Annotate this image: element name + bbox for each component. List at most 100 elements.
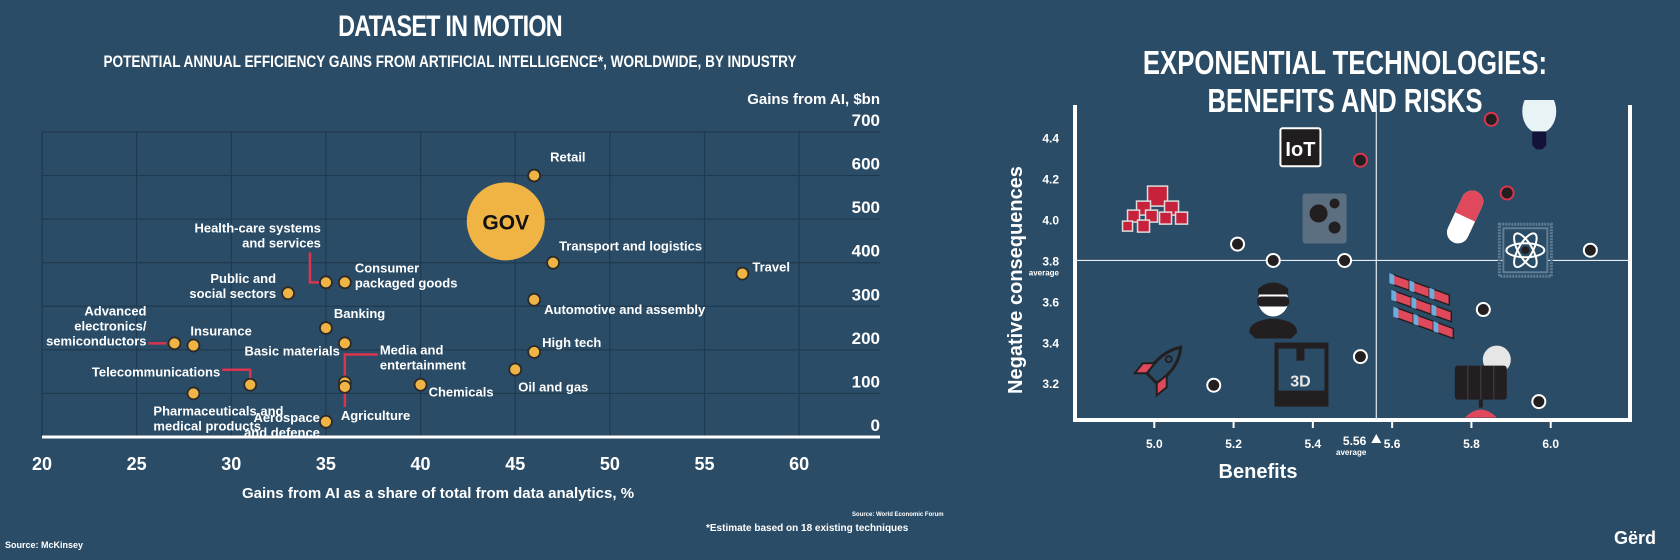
technology-point[interactable] bbox=[1483, 111, 1499, 127]
x-axis-label: Benefits bbox=[1219, 461, 1298, 483]
y-tick-label: 3.2 bbox=[1042, 377, 1059, 391]
y-tick-label: 400 bbox=[852, 242, 880, 261]
leader-line bbox=[343, 353, 378, 377]
y-tick-label: 700 bbox=[852, 111, 880, 130]
material-cubes-icon bbox=[1389, 273, 1455, 340]
svg-text:3D: 3D bbox=[1290, 374, 1310, 391]
y-tick-label: 200 bbox=[852, 329, 880, 348]
point-label: Consumer packaged goods bbox=[355, 260, 458, 290]
y-tick-label: 4.2 bbox=[1042, 173, 1059, 187]
point-label: Oil and gas bbox=[518, 379, 588, 394]
point-label: Public and social sectors bbox=[189, 271, 276, 301]
data-point[interactable] bbox=[413, 377, 428, 392]
y-tick-label: 0 bbox=[871, 416, 880, 435]
data-point[interactable] bbox=[527, 168, 542, 183]
x-tick-label: 25 bbox=[127, 454, 147, 474]
technology-point[interactable] bbox=[1475, 302, 1491, 318]
x-tick-label: 45 bbox=[505, 454, 525, 474]
y-axis-label: Negative consequences bbox=[1005, 166, 1027, 394]
iot-chip-icon: IoT bbox=[1279, 127, 1322, 168]
point-label: Pharmaceuticals and medical products bbox=[153, 403, 283, 433]
data-point[interactable] bbox=[527, 292, 542, 307]
technology-point[interactable] bbox=[1230, 236, 1246, 252]
industry-ai-gains-chart: 20 25 30 35 40 45 50 55 600100200300400500600700… bbox=[32, 91, 880, 502]
gov-bubble bbox=[466, 182, 545, 261]
data-point[interactable] bbox=[508, 362, 523, 377]
x-tick-label: 5.2 bbox=[1225, 437, 1242, 451]
data-point[interactable] bbox=[167, 336, 182, 351]
plot-frame bbox=[1073, 105, 1632, 422]
point-label: Media and entertainment bbox=[380, 343, 467, 373]
x-average-label: average bbox=[1336, 448, 1367, 457]
data-point[interactable] bbox=[546, 255, 560, 270]
point-label: Travel bbox=[752, 260, 790, 275]
x-tick-label: 5.6 bbox=[1384, 437, 1401, 451]
y-tick-label: 600 bbox=[852, 155, 880, 174]
technology-point[interactable] bbox=[1531, 394, 1547, 410]
data-point[interactable] bbox=[281, 286, 295, 301]
data-point[interactable] bbox=[186, 338, 201, 353]
data-point[interactable] bbox=[319, 321, 333, 335]
technology-point[interactable] bbox=[1206, 377, 1222, 393]
data-point[interactable] bbox=[337, 336, 352, 351]
x-average-value: 5.56 bbox=[1343, 434, 1367, 448]
exponential-technologies-chart: 5.0 5.2 5.4 5.6 5.8 6.0 3.2 3.4 3.6 3.8 4.0 4.2 4.4 a… bbox=[1005, 100, 1632, 483]
source-mckinsey: Source: McKinsey bbox=[5, 540, 84, 550]
technology-point[interactable] bbox=[1352, 349, 1368, 365]
footnote: *Estimate based on 18 existing technique… bbox=[706, 523, 909, 534]
technology-point[interactable] bbox=[1337, 252, 1353, 268]
x-tick-label: 55 bbox=[694, 454, 714, 474]
data-point[interactable] bbox=[186, 386, 201, 401]
point-label: Insurance bbox=[190, 324, 251, 339]
y-axis-label: Gains from AI, $bn bbox=[747, 91, 880, 108]
data-network-icon bbox=[1302, 193, 1347, 244]
x-axis-label: Gains from AI as a share of total from d… bbox=[242, 485, 634, 502]
svg-text:IoT: IoT bbox=[1285, 139, 1315, 161]
brain-lightbulb-icon bbox=[1522, 100, 1557, 150]
left-chart-title: DATASET IN MOTION bbox=[338, 10, 563, 43]
point-label: Advanced electronics/semiconductors bbox=[46, 303, 147, 348]
data-point[interactable] bbox=[319, 275, 333, 290]
y-tick-label: 4.0 bbox=[1042, 214, 1059, 228]
technology-point[interactable] bbox=[1582, 242, 1598, 258]
y-tick-label: 100 bbox=[852, 372, 880, 391]
x-tick-label: 6.0 bbox=[1542, 437, 1559, 451]
vr-headset-icon bbox=[1249, 282, 1298, 339]
x-tick-label: 5.0 bbox=[1146, 437, 1163, 451]
point-label: Retail bbox=[550, 150, 585, 165]
x-tick-label: 20 bbox=[32, 454, 52, 474]
y-tick-label: 300 bbox=[852, 285, 880, 304]
point-label: Chemicals bbox=[429, 385, 494, 400]
point-label: Automotive and assembly bbox=[544, 302, 706, 317]
data-point[interactable] bbox=[527, 345, 542, 359]
data-point[interactable] bbox=[735, 266, 750, 281]
data-point[interactable] bbox=[319, 414, 333, 429]
y-tick-label: 500 bbox=[852, 198, 880, 217]
y-tick-label: 3.4 bbox=[1042, 336, 1059, 350]
y-tick-label: 3.6 bbox=[1042, 295, 1059, 309]
source-wef: Source: World Economic Forum bbox=[852, 512, 944, 518]
x-tick-label: 50 bbox=[600, 454, 620, 474]
dna-capsule-icon bbox=[1446, 190, 1484, 244]
point-label: Basic materials bbox=[244, 343, 339, 358]
technology-point[interactable] bbox=[1499, 185, 1515, 201]
x-tick-label: 60 bbox=[789, 454, 809, 474]
technology-point[interactable] bbox=[1265, 252, 1281, 268]
y-average-label: average bbox=[1029, 268, 1060, 277]
gov-label: GOV bbox=[482, 211, 529, 234]
x-tick-label: 35 bbox=[316, 454, 336, 474]
data-point[interactable] bbox=[243, 377, 258, 392]
blocks-icon bbox=[1121, 185, 1189, 233]
data-point[interactable] bbox=[337, 275, 352, 290]
data-point[interactable] bbox=[337, 379, 352, 394]
point-label: Aerospace and defence bbox=[244, 410, 320, 440]
x-tick-label: 40 bbox=[411, 454, 431, 474]
point-label: Telecommunications bbox=[92, 365, 220, 380]
solar-panel-icon bbox=[1454, 345, 1511, 418]
x-average-marker-icon bbox=[1371, 434, 1382, 443]
leader-line bbox=[222, 368, 252, 379]
point-label: Agriculture bbox=[341, 408, 410, 423]
technology-point[interactable] bbox=[1352, 152, 1368, 168]
atom-chip-icon bbox=[1497, 222, 1553, 278]
3d-printer-icon: 3D bbox=[1274, 342, 1329, 407]
